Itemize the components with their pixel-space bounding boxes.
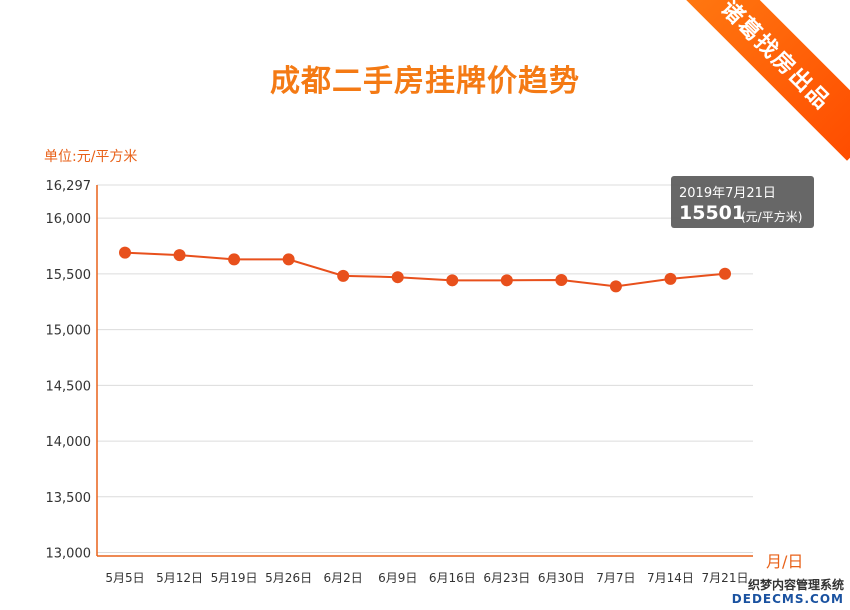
x-tick-label: 6月30日 [538, 571, 585, 585]
chart-title: 成都二手房挂牌价趋势 [270, 64, 580, 99]
y-tick-label: 16,297 [46, 179, 92, 194]
x-tick-label: 5月26日 [265, 571, 312, 585]
tooltip-date: 2019年7月21日 [679, 186, 776, 201]
watermark-line2: DEDECMS.COM [731, 592, 844, 606]
y-tick-label: 14,500 [46, 379, 92, 394]
x-tick-label: 5月5日 [105, 571, 144, 585]
x-tick-label: 7月7日 [596, 571, 635, 585]
x-tick-label: 7月14日 [647, 571, 694, 585]
data-point [664, 272, 677, 285]
y-tick-label: 15,500 [46, 268, 92, 283]
watermark: 织梦内容管理系统 DEDECMS.COM [732, 578, 844, 606]
x-tick-label: 6月23日 [483, 571, 530, 585]
data-point [282, 253, 295, 266]
y-axis-label: 单位:元/平方米 [44, 149, 138, 165]
watermark-line1: 织梦内容管理系统 [747, 578, 844, 592]
x-axis-label: 月/日 [766, 552, 804, 571]
x-tick-label: 6月9日 [378, 571, 417, 585]
tooltip-unit: (元/平方米) [741, 210, 803, 224]
data-point [337, 269, 350, 282]
x-tick-label: 6月16日 [429, 571, 476, 585]
series-line [124, 251, 726, 288]
data-point [228, 253, 241, 266]
x-tick-label: 6月2日 [324, 571, 363, 585]
x-tick-label: 5月19日 [211, 571, 258, 585]
data-point [609, 280, 622, 293]
y-tick-label: 16,000 [46, 212, 92, 227]
y-tick-label: 14,000 [46, 435, 92, 450]
x-tick-label: 5月12日 [156, 571, 203, 585]
tooltip-value: 15501 [679, 202, 746, 224]
y-tick-label: 15,000 [46, 324, 92, 339]
x-tick-label: 7月21日 [702, 571, 749, 585]
data-point [500, 274, 513, 287]
data-point [719, 267, 731, 280]
data-point [119, 246, 131, 259]
y-tick-label: 13,500 [46, 491, 92, 506]
data-point [555, 273, 568, 286]
data-point [173, 249, 186, 262]
y-tick-label: 13,000 [46, 547, 92, 562]
data-tooltip: 2019年7月21日 15501 (元/平方米) [671, 176, 814, 228]
data-point [391, 271, 404, 284]
data-point [446, 274, 459, 287]
